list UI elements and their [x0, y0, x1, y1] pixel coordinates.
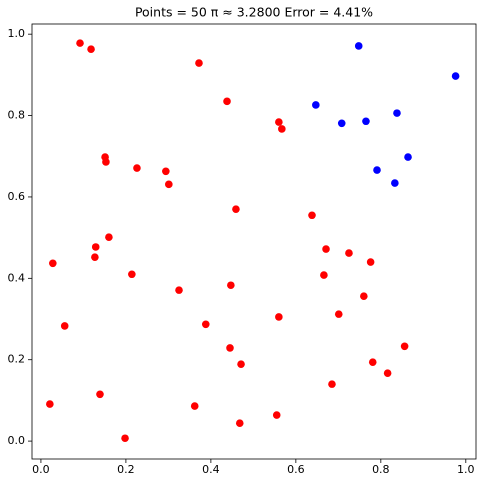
point — [76, 39, 84, 47]
point — [354, 42, 363, 50]
x-tick-label: 0.4 — [202, 463, 220, 476]
point — [328, 380, 336, 388]
point — [235, 419, 244, 427]
point — [223, 97, 231, 106]
point — [162, 167, 170, 176]
point — [451, 72, 460, 80]
point — [404, 153, 412, 161]
point — [232, 205, 240, 213]
point — [60, 322, 69, 330]
point — [360, 292, 368, 301]
point — [275, 313, 283, 321]
point — [322, 245, 330, 253]
chart-title: Points = 50 π ≈ 3.2800 Error = 4.41% — [135, 5, 373, 20]
point — [393, 109, 401, 117]
point — [201, 320, 210, 329]
point — [237, 360, 245, 368]
plot-frame — [31, 23, 477, 460]
point — [190, 402, 199, 410]
point — [227, 281, 235, 290]
y-tick-label: 0.6 — [8, 190, 26, 203]
point — [278, 125, 286, 133]
y-tick-label: 0.4 — [8, 271, 26, 284]
point — [334, 310, 343, 318]
point — [46, 400, 54, 408]
point — [275, 118, 283, 126]
point — [165, 180, 173, 189]
point — [366, 258, 375, 266]
x-tick-label: 0.2 — [117, 463, 135, 476]
y-tick-label: 0.0 — [8, 434, 26, 447]
x-tick-label: 0.6 — [287, 463, 305, 476]
point — [49, 259, 57, 268]
point — [362, 117, 370, 126]
x-tick-label: 0.0 — [32, 463, 50, 476]
point — [96, 390, 104, 399]
point — [102, 158, 110, 166]
point — [226, 344, 234, 352]
y-tick-label: 0.8 — [8, 109, 26, 122]
point — [105, 233, 113, 242]
point — [368, 358, 377, 366]
point — [391, 179, 399, 187]
point — [91, 243, 100, 251]
y-tick-label: 1.0 — [8, 27, 26, 40]
point — [320, 271, 328, 279]
point — [175, 286, 183, 294]
point — [133, 164, 141, 172]
point — [373, 166, 381, 174]
point — [308, 211, 316, 220]
point — [400, 342, 409, 351]
point — [312, 101, 320, 109]
x-tick-label: 0.8 — [372, 463, 390, 476]
y-tick-label: 0.2 — [8, 353, 26, 366]
point — [128, 270, 136, 279]
point — [121, 434, 129, 443]
point — [87, 45, 95, 54]
point — [383, 369, 392, 377]
point — [345, 249, 353, 257]
point — [195, 59, 203, 67]
x-tick-label: 1.0 — [457, 463, 475, 476]
point — [272, 411, 281, 419]
point — [337, 119, 346, 128]
point — [91, 253, 99, 261]
